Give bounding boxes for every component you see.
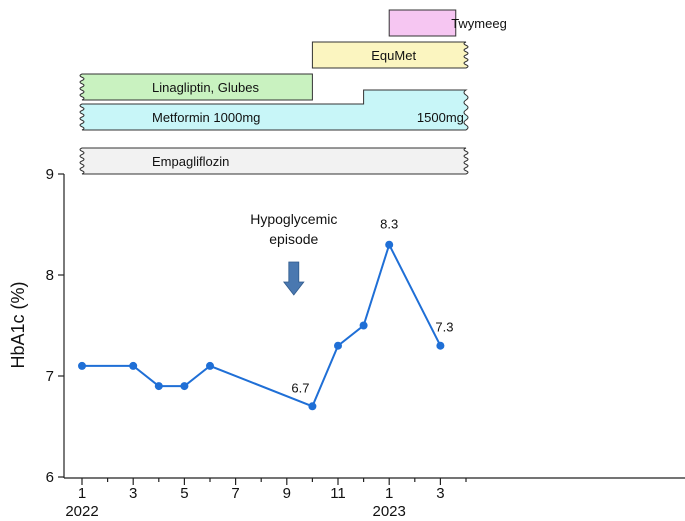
data-point	[206, 361, 214, 370]
drug-bar-metformin-1000mg	[79, 89, 469, 131]
y-axis-label: HbA1c (%)	[8, 281, 28, 368]
annotation-group: Hypoglycemic episode	[250, 211, 337, 296]
drug-label-twymeeg: Twymeeg	[451, 16, 507, 31]
data-point	[78, 361, 86, 370]
data-point	[129, 361, 138, 370]
year-label: 2022	[65, 503, 98, 520]
annotation-text: Hypoglycemic	[250, 211, 337, 227]
series-line	[82, 242, 442, 408]
x-tick-label: 3	[436, 485, 444, 502]
drug-bar-twymeeg	[388, 9, 457, 37]
drug-bar-linagliptin-glubes	[79, 73, 313, 101]
x-tick-label: 1	[385, 485, 393, 502]
data-point	[308, 402, 317, 411]
down-arrow-icon	[282, 261, 305, 296]
y-tick-label: 8	[46, 267, 54, 284]
drug-bar-equmet	[311, 41, 469, 69]
year-label: 2023	[373, 503, 406, 520]
drug-label-1500mg: 1500mg	[417, 110, 464, 125]
data-label: 8.3	[380, 217, 398, 232]
data-point	[180, 382, 189, 391]
data-point	[436, 341, 445, 350]
data-point	[334, 341, 342, 350]
annotation-text: episode	[269, 231, 318, 247]
y-tick-label: 6	[46, 469, 54, 486]
data-label: 7.3	[435, 320, 453, 335]
y-tick-label: 7	[46, 368, 54, 385]
x-tick-label: 3	[129, 485, 137, 502]
x-tick-label: 11	[330, 485, 346, 502]
drug-label-metformin-1000mg: Metformin 1000mg	[152, 110, 260, 125]
x-tick-label: 5	[180, 485, 188, 502]
drug-label-empagliflozin: Empagliflozin	[152, 154, 229, 169]
data-point	[154, 382, 163, 391]
y-tick-label: 9	[46, 166, 54, 183]
drug-bars: Twymeeg EquMet Linagliptin, Glubes Metformi…	[79, 9, 507, 175]
data-point	[385, 240, 394, 249]
x-tick-label: 1	[78, 485, 86, 502]
series-group: 6.7 8.3 7.3	[78, 217, 453, 411]
drug-bar-empagliflozin	[79, 147, 469, 175]
drug-label-linagliptin-glubes: Linagliptin, Glubes	[152, 80, 259, 95]
data-point	[359, 321, 368, 330]
drug-label-equmet: EquMet	[371, 48, 416, 63]
x-tick-label: 9	[283, 485, 291, 502]
data-label: 6.7	[291, 380, 309, 395]
x-tick-label: 7	[231, 485, 239, 502]
